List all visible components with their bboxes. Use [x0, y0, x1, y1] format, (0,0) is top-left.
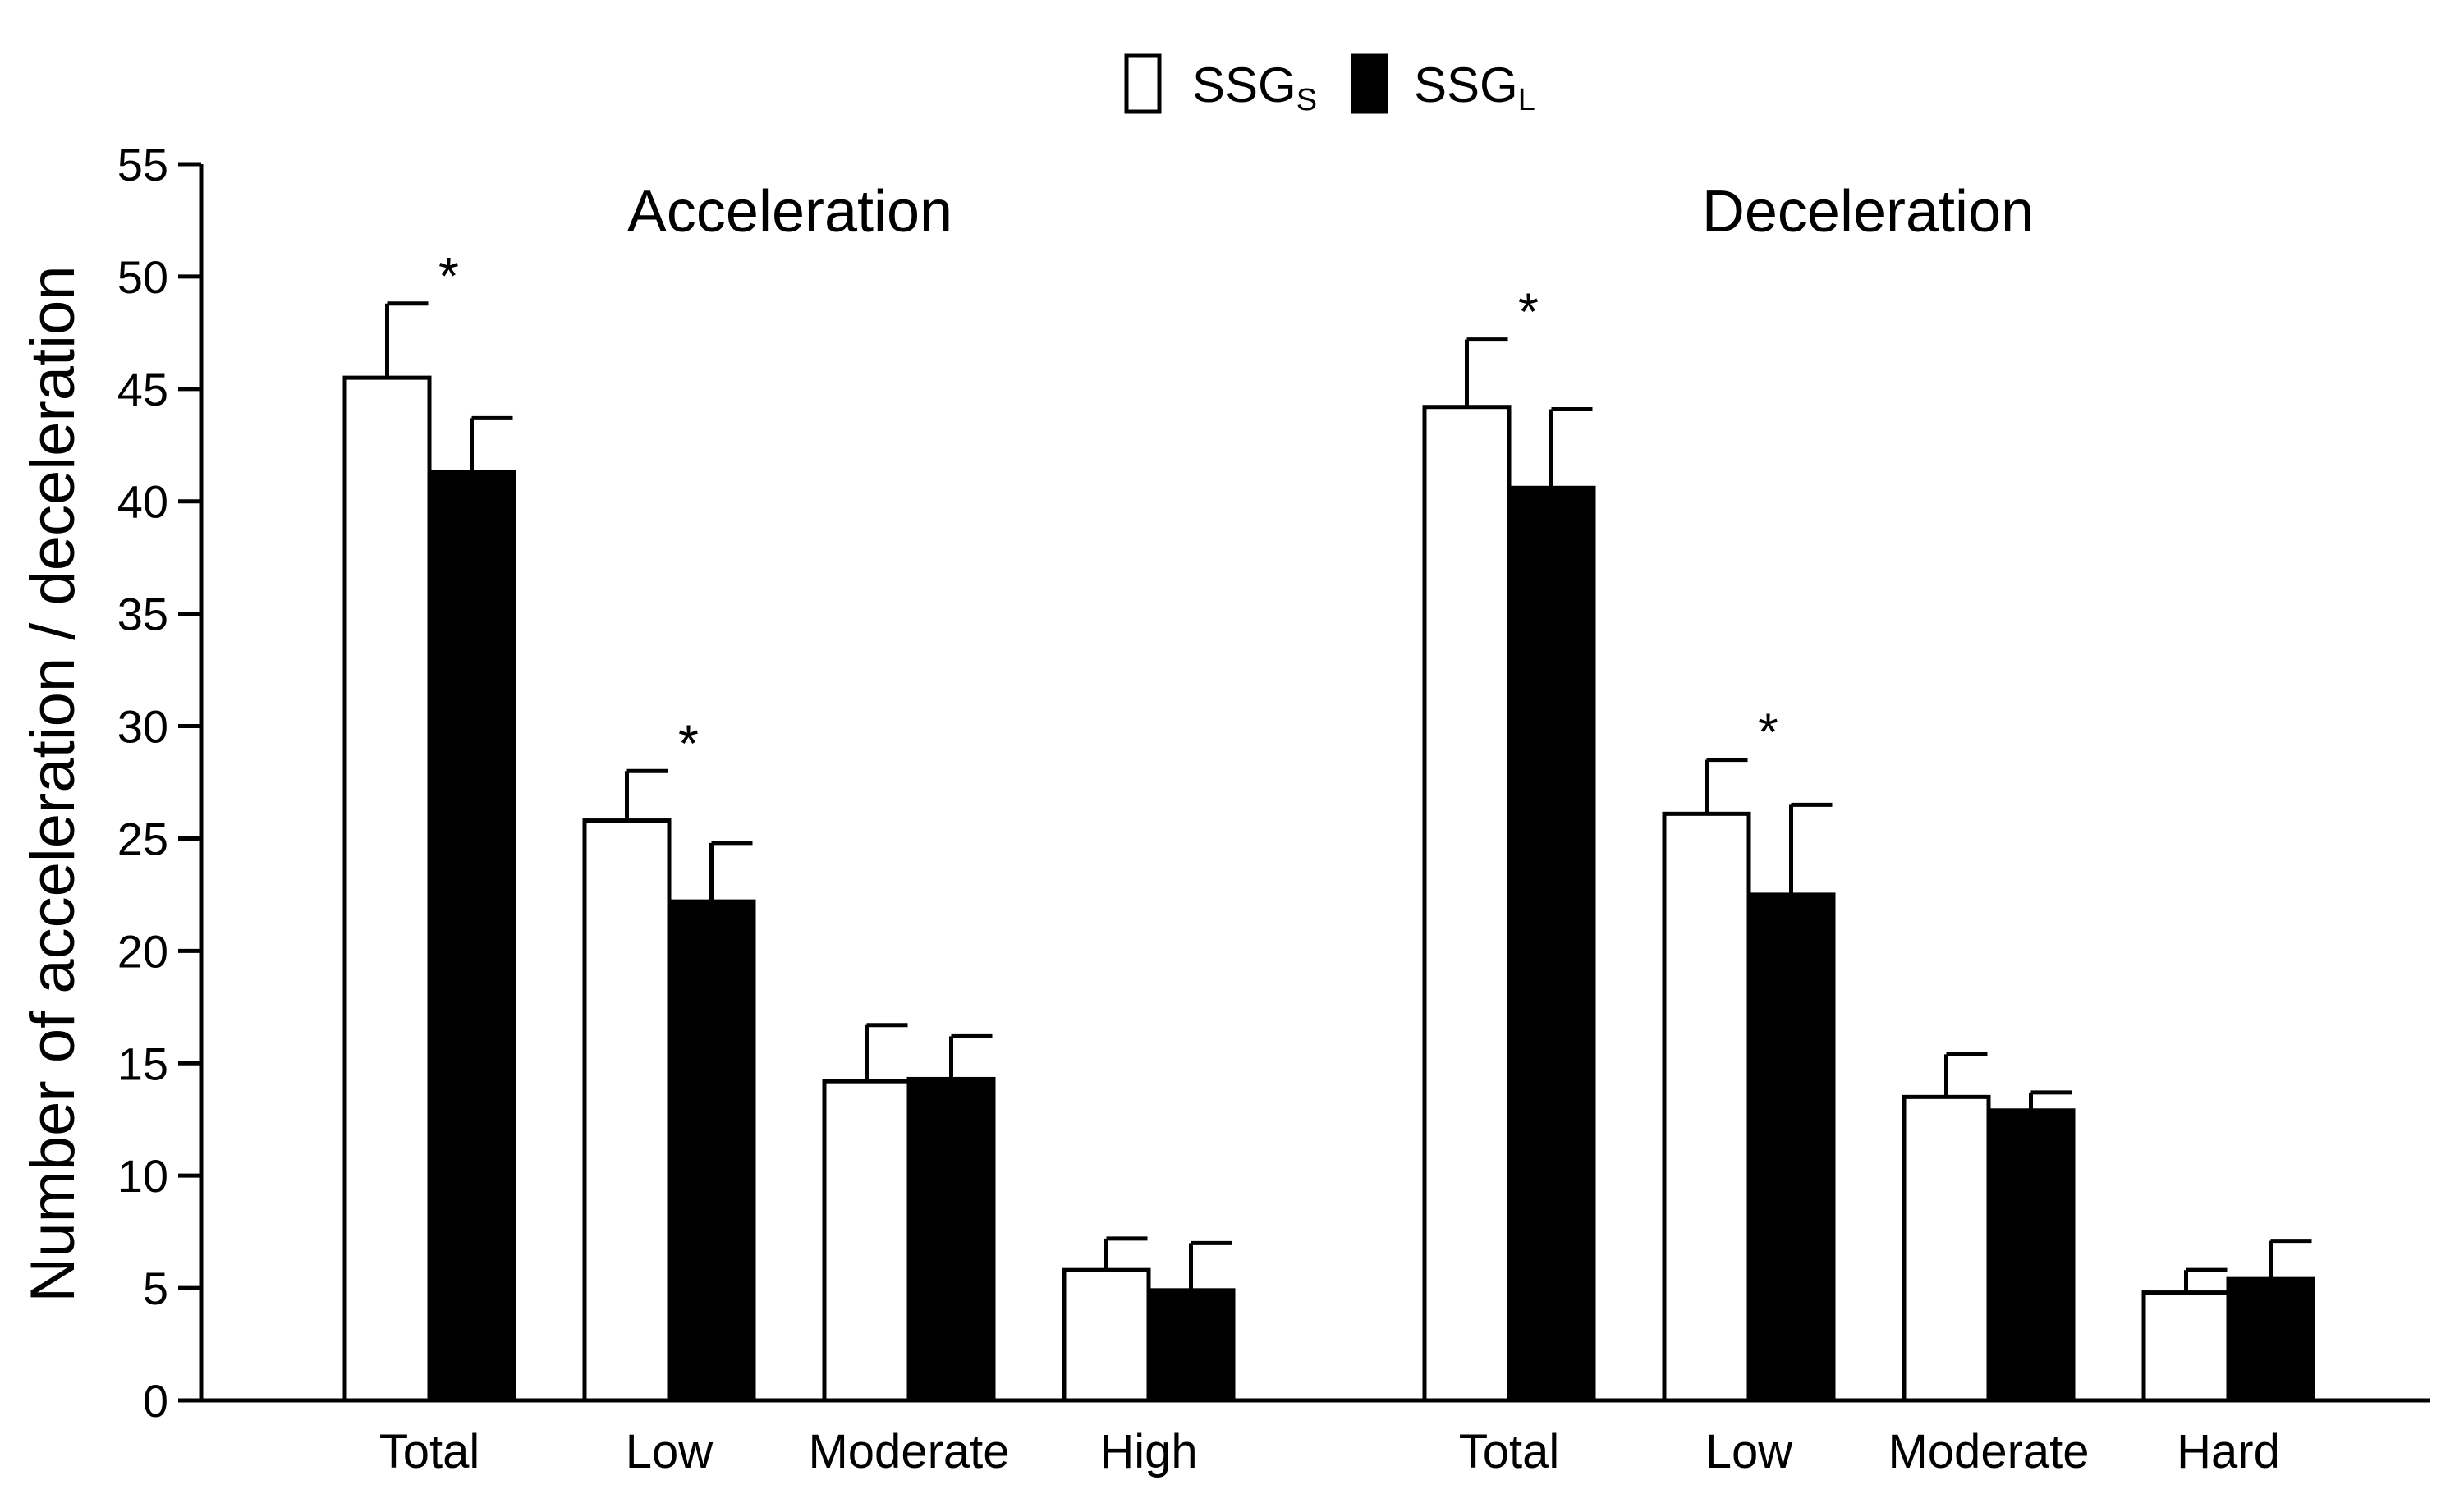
legend-label-ssgl: SSGL	[1414, 57, 1535, 117]
bar-ssgs-acceleration-moderate	[822, 1079, 911, 1403]
y-tick-label: 15	[117, 1038, 168, 1089]
x-tick-label-low: Low	[626, 1425, 714, 1478]
bar-ssgl-acceleration-total	[427, 470, 516, 1403]
bar-ssgs-deceleration-moderate	[1902, 1094, 1991, 1403]
y-axis-label: Number of acceleration / deceleration	[18, 265, 88, 1302]
bar-ssgs-acceleration-high	[1062, 1267, 1151, 1403]
y-tick-label: 25	[117, 813, 168, 864]
x-tick-label-hard: Hard	[2177, 1425, 2280, 1478]
bar-ssgl-acceleration-moderate	[906, 1076, 996, 1403]
legend-swatch-ssgl	[1351, 53, 1388, 114]
panel-title-acceleration: Acceleration	[627, 179, 952, 245]
y-tick-label: 35	[117, 589, 168, 640]
y-tick-label: 10	[117, 1150, 168, 1202]
x-tick-label-high: High	[1099, 1425, 1197, 1478]
significance-marker: *	[438, 246, 459, 305]
y-tick-label: 5	[143, 1263, 168, 1314]
legend-label-main: SSG	[1414, 57, 1518, 112]
y-tick-label: 45	[117, 364, 168, 415]
y-tick-label: 30	[117, 701, 168, 753]
axes: 0 5 10 15 20 25 30 35 40 45 50 55	[117, 139, 2430, 1427]
x-tick-label-moderate: Moderate	[1888, 1425, 2089, 1478]
x-tick-label-low: Low	[1705, 1425, 1794, 1478]
legend-label-subscript: S	[1296, 83, 1317, 117]
bar-ssgl-deceleration-moderate	[1986, 1108, 2076, 1403]
bar-ssgl-deceleration-hard	[2226, 1276, 2315, 1403]
legend-label-main: SSG	[1192, 57, 1296, 112]
significance-marker: *	[1518, 282, 1539, 341]
bar-ssgl-acceleration-low	[667, 899, 756, 1403]
bar-ssgl-deceleration-low	[1746, 892, 1836, 1403]
bar-ssgs-deceleration-hard	[2141, 1290, 2231, 1403]
bar-ssgs-acceleration-total	[342, 375, 432, 1403]
bar-marks: Acceleration Total * Low * Moderate High Decele…	[342, 179, 2315, 1478]
bar-ssgl-deceleration-total	[1507, 485, 1596, 1403]
y-tick-label: 40	[117, 476, 168, 528]
significance-marker: *	[678, 713, 699, 772]
panel-title-deceleration: Deceleration	[1702, 179, 2034, 245]
legend-label-ssgs: SSGS	[1192, 57, 1317, 117]
bar-ssgs-deceleration-total	[1422, 405, 1512, 1403]
legend-label-subscript: L	[1518, 83, 1535, 117]
x-tick-label-total: Total	[1459, 1425, 1560, 1478]
bar-ssgs-acceleration-low	[582, 818, 672, 1403]
x-tick-label-total: Total	[379, 1425, 480, 1478]
significance-marker: *	[1758, 703, 1778, 762]
legend: SSGS SSGL	[1124, 53, 1535, 117]
y-tick-label: 55	[117, 139, 168, 190]
y-tick-label: 0	[143, 1375, 168, 1427]
bar-ssgs-deceleration-low	[1662, 811, 1751, 1403]
x-tick-label-moderate: Moderate	[808, 1425, 1009, 1478]
legend-swatch-ssgs	[1124, 53, 1162, 114]
y-tick-label: 20	[117, 925, 168, 977]
y-tick-label: 50	[117, 251, 168, 303]
bar-ssgl-acceleration-high	[1146, 1288, 1236, 1403]
